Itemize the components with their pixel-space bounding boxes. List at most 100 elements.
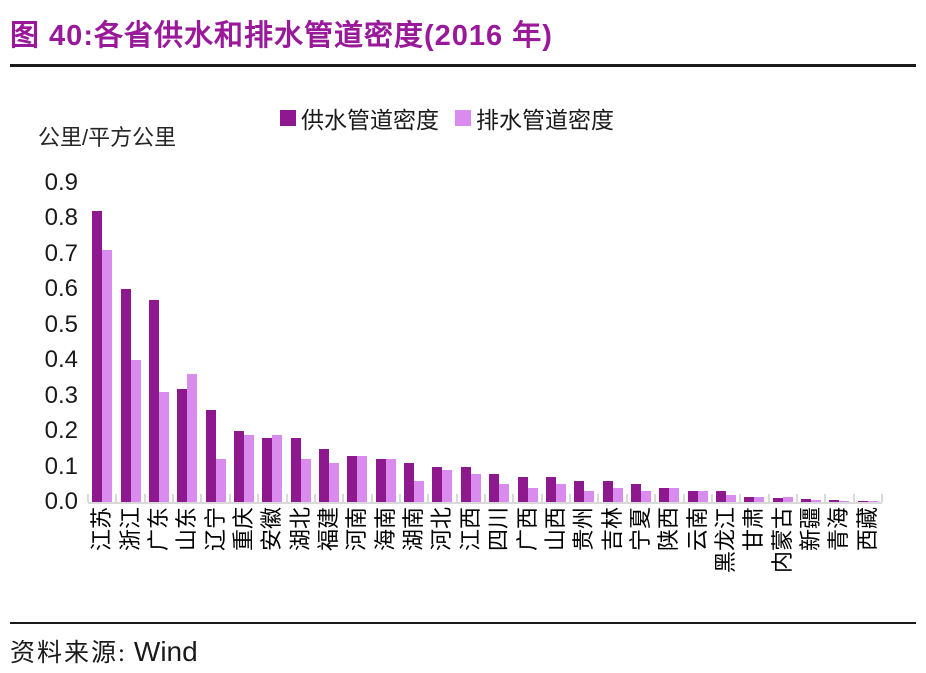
bar-drainage	[782, 497, 793, 502]
x-category-label: 黑龙江	[713, 507, 739, 574]
source-line: 资料来源: Wind	[10, 633, 198, 669]
bar-drainage	[243, 435, 254, 502]
bar-group	[485, 183, 513, 502]
bar-drainage	[612, 488, 623, 502]
x-axis-tick	[654, 494, 657, 502]
bar-drainage	[130, 360, 141, 502]
source-label: 资料来源:	[10, 640, 127, 667]
x-category-label: 浙江	[117, 507, 143, 552]
supply-legend-swatch-icon	[280, 110, 296, 126]
y-tick-label: 0.2	[44, 417, 78, 445]
x-category-label: 河南	[344, 507, 370, 552]
x-category-label: 广东	[145, 507, 171, 552]
x-category-label: 湖南	[401, 507, 427, 552]
bar-group	[201, 183, 229, 502]
x-category-label: 青海	[826, 507, 852, 552]
x-axis-tick	[115, 494, 118, 502]
y-tick-label: 0.5	[44, 310, 78, 338]
x-axis-tick	[540, 494, 543, 502]
bar-group	[372, 183, 400, 502]
bar-group	[570, 183, 598, 502]
x-category-label: 海南	[372, 507, 398, 552]
x-category-label: 吉林	[599, 507, 625, 552]
bar-drainage	[640, 491, 651, 502]
bar-supply	[432, 467, 443, 502]
legend-item-drainage: 排水管道密度	[455, 101, 614, 135]
bar-supply	[319, 449, 330, 502]
bar-supply	[205, 410, 216, 502]
bar-supply	[829, 500, 840, 502]
bar-drainage	[385, 459, 396, 502]
bar-drainage	[555, 484, 566, 502]
bar-drainage	[102, 250, 113, 502]
bar-group	[88, 183, 116, 502]
bar-group	[116, 183, 144, 502]
bar-group	[258, 183, 286, 502]
chart-legend: 供水管道密度 排水管道密度	[0, 101, 910, 135]
title-divider	[10, 64, 916, 67]
bar-supply	[744, 497, 755, 502]
y-tick-label: 0.8	[44, 204, 78, 232]
x-axis-tick	[512, 494, 515, 502]
x-axis-tick	[313, 494, 316, 502]
bar-supply	[574, 481, 585, 502]
bar-supply	[177, 389, 188, 502]
bar-drainage	[329, 463, 340, 502]
bar-group	[173, 183, 201, 502]
bar-supply	[517, 477, 528, 502]
bar-drainage	[867, 501, 878, 502]
bar-drainage	[839, 501, 850, 502]
y-tick-label: 0.9	[44, 169, 78, 196]
bar-supply	[687, 491, 698, 502]
bar-drainage	[414, 481, 425, 502]
bar-group	[287, 183, 315, 502]
x-category-label: 辽宁	[202, 507, 228, 552]
bar-group	[315, 183, 343, 502]
x-axis-tick	[625, 494, 628, 502]
bar-group	[797, 183, 825, 502]
x-axis-tick	[824, 494, 827, 502]
x-axis-tick	[427, 494, 430, 502]
bar-supply	[602, 481, 613, 502]
bar-supply	[857, 501, 868, 502]
bar-supply	[120, 289, 131, 502]
bar-drainage	[669, 488, 680, 502]
bar-supply	[92, 211, 103, 502]
x-axis-tick	[87, 494, 89, 502]
x-category-label: 安徽	[259, 507, 285, 552]
legend-item-supply: 供水管道密度	[280, 101, 439, 135]
bar-drainage	[158, 392, 169, 502]
bar-group	[230, 183, 258, 502]
bar-drainage	[697, 491, 708, 502]
y-tick-label: 0.4	[44, 346, 78, 374]
bar-supply	[801, 499, 812, 502]
bar-group	[542, 183, 570, 502]
x-category-label: 河北	[429, 507, 455, 552]
bar-supply	[630, 484, 641, 502]
x-category-label: 陕西	[656, 507, 682, 552]
x-category-label: 甘肃	[741, 507, 767, 552]
x-category-label: 贵州	[571, 507, 597, 552]
bar-group	[655, 183, 683, 502]
bar-drainage	[754, 497, 765, 502]
y-tick-label: 0.7	[44, 239, 78, 267]
drainage-legend-swatch-icon	[455, 110, 471, 126]
x-category-label: 广西	[514, 507, 540, 552]
x-category-label: 内蒙古	[769, 507, 795, 574]
x-axis-tick	[143, 494, 146, 502]
bar-supply	[772, 498, 783, 502]
bar-group	[457, 183, 485, 502]
bar-supply	[375, 459, 386, 502]
bar-group	[428, 183, 456, 502]
x-axis-tick	[200, 494, 203, 502]
y-tick-label: 0.1	[44, 452, 78, 480]
bar-drainage	[811, 500, 822, 502]
x-category-label: 西藏	[854, 507, 880, 552]
bar-supply	[148, 300, 159, 502]
bar-drainage	[726, 495, 737, 502]
x-axis-tick	[484, 494, 486, 502]
bar-supply	[460, 467, 471, 502]
bar-supply	[716, 491, 727, 502]
y-tick-label: 0.6	[44, 275, 78, 303]
